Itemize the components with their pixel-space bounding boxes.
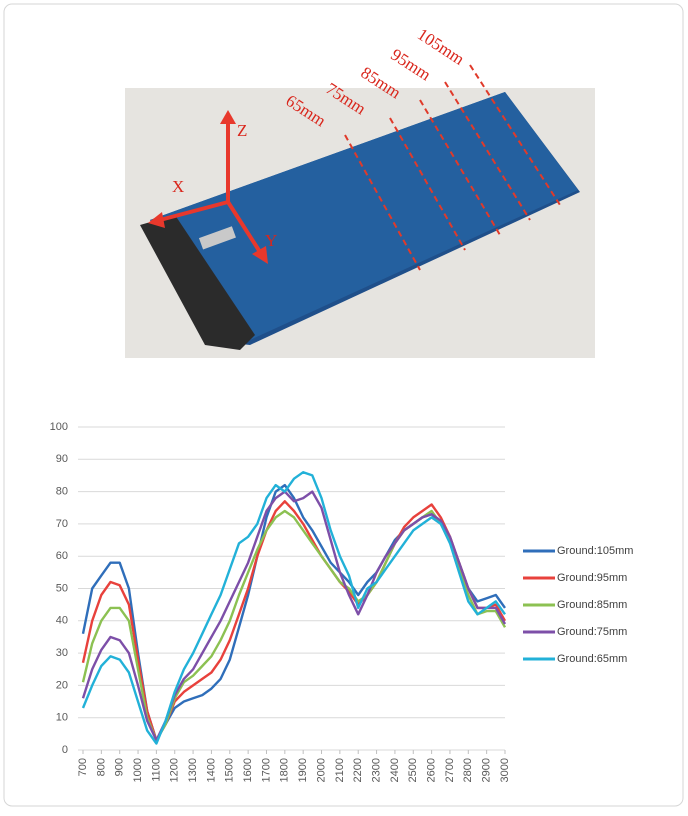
x-tick-label: 2700 <box>444 758 456 782</box>
x-tick-label: 1800 <box>279 758 291 782</box>
y-tick-label: 30 <box>56 647 68 659</box>
legend-label: Ground:105mm <box>557 545 633 557</box>
x-tick-label: 1400 <box>205 758 217 782</box>
x-tick-label: 2100 <box>334 758 346 782</box>
y-tick-label: 50 <box>56 582 68 594</box>
y-tick-label: 90 <box>56 453 68 465</box>
figure: 105mm95mm85mm75mm65mmZXY0102030405060708… <box>0 0 688 811</box>
x-tick-label: 1600 <box>242 758 254 782</box>
y-tick-label: 0 <box>62 744 68 756</box>
x-tick-label: 2500 <box>407 758 419 782</box>
x-tick-label: 2300 <box>370 758 382 782</box>
x-tick-label: 3000 <box>499 758 511 782</box>
x-tick-label: 1500 <box>224 758 236 782</box>
x-tick-label: 1300 <box>187 758 199 782</box>
legend-label: Ground:85mm <box>557 599 627 611</box>
x-tick-label: 2400 <box>389 758 401 782</box>
x-tick-label: 2200 <box>352 758 364 782</box>
y-tick-label: 40 <box>56 615 68 627</box>
x-tick-label: 900 <box>114 758 126 776</box>
axis-label: Y <box>265 231 277 250</box>
x-tick-label: 800 <box>95 758 107 776</box>
axis-label: X <box>172 177 184 196</box>
x-tick-label: 1200 <box>169 758 181 782</box>
y-tick-label: 100 <box>50 421 68 433</box>
x-tick-label: 1700 <box>260 758 272 782</box>
y-tick-label: 20 <box>56 679 68 691</box>
x-tick-label: 2900 <box>481 758 493 782</box>
y-tick-label: 10 <box>56 712 68 724</box>
x-tick-label: 700 <box>77 758 89 776</box>
x-tick-label: 1000 <box>132 758 144 782</box>
legend-label: Ground:65mm <box>557 653 627 665</box>
x-tick-label: 2600 <box>426 758 438 782</box>
x-tick-label: 1100 <box>150 758 162 782</box>
x-tick-label: 2000 <box>315 758 327 782</box>
y-tick-label: 60 <box>56 550 68 562</box>
y-tick-label: 80 <box>56 486 68 498</box>
y-tick-label: 70 <box>56 518 68 530</box>
axis-label: Z <box>237 121 247 140</box>
legend-label: Ground:75mm <box>557 626 627 638</box>
legend-label: Ground:95mm <box>557 572 627 584</box>
x-tick-label: 1900 <box>297 758 309 782</box>
photo <box>125 88 595 358</box>
x-tick-label: 2800 <box>462 758 474 782</box>
